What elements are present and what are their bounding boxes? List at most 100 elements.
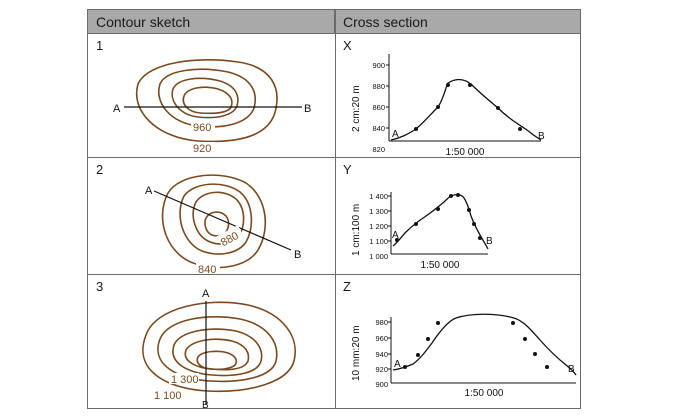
transect-end-label: B	[304, 103, 311, 115]
profile-point	[436, 105, 440, 109]
horizontal-scale: 1:50 000	[465, 388, 504, 399]
y-tick-label: 1 000	[369, 252, 388, 261]
profile-point	[449, 194, 453, 198]
contour-cell-2: 2 A B 880 840	[88, 158, 335, 276]
profile-curve	[390, 78, 542, 141]
y-tick-label: 920	[375, 365, 388, 374]
row-divider-2	[88, 274, 580, 275]
transect-start-label: A	[113, 103, 121, 115]
profile-point	[511, 321, 515, 325]
column-divider	[335, 10, 336, 408]
header-contour-sketch: Contour sketch	[88, 10, 335, 34]
profile-point	[468, 83, 472, 87]
contour-line	[157, 316, 278, 383]
profile-point	[436, 207, 440, 211]
profile-end-label: B	[486, 236, 493, 247]
y-tick-label: 820	[372, 145, 385, 154]
profile-point	[426, 337, 430, 341]
contour-line	[179, 183, 253, 255]
contour-line	[184, 338, 250, 371]
profile-point	[545, 365, 549, 369]
profile-start-label: A	[392, 230, 399, 241]
transect-line	[153, 190, 292, 251]
row-divider-1	[88, 157, 580, 158]
y-tick-label: 900	[372, 61, 385, 70]
cross-section-profile-1: 2 cm:20 m 900 880 860 840 820	[351, 54, 545, 158]
profile-points	[414, 83, 522, 131]
exercise-table: Contour sketch Cross section 1 A B 960 9…	[87, 9, 581, 411]
profile-point	[436, 321, 440, 325]
cross-section-profile-3: 10 mm:20 m 980 960 940 920 900	[351, 313, 577, 399]
cross-section-profile-2: 1 cm:100 m 1 400 1 300 1 200 1 100 1 000	[351, 192, 493, 271]
cross-section-cell-1: X 2 cm:20 m 900 880 860 840 820	[336, 34, 581, 158]
row-letter-x: X	[343, 38, 352, 53]
y-tick-label: 900	[375, 380, 388, 389]
contour-line	[161, 174, 267, 269]
scale-label: 1 cm:100 m	[351, 204, 362, 256]
profile-start-label: A	[392, 129, 399, 140]
profile-curve	[392, 193, 489, 250]
contour-line	[158, 68, 256, 128]
contour-line	[142, 301, 296, 393]
y-tick-label: 1 100	[369, 237, 388, 246]
row-letter-y: Y	[343, 162, 352, 177]
contour-label: 960	[193, 122, 211, 134]
y-tick-label: 860	[372, 103, 385, 112]
y-tick-label: 880	[372, 82, 385, 91]
profile-point	[456, 193, 460, 197]
profile-point	[414, 222, 418, 226]
profile-point	[478, 236, 482, 240]
cross-section-cell-2: Y 1 cm:100 m 1 400 1 300 1 200 1 100 1 0…	[336, 158, 581, 274]
cross-section-cell-3: Z 10 mm:20 m 980 960 940 920 900	[336, 275, 581, 408]
profile-point	[416, 353, 420, 357]
row-number-1: 1	[96, 38, 104, 53]
transect-start-label: A	[145, 185, 153, 197]
horizontal-scale: 1:50 000	[446, 147, 485, 157]
profile-point	[403, 365, 407, 369]
contour-line	[172, 328, 263, 377]
profile-point	[533, 352, 537, 356]
contour-line	[135, 59, 278, 143]
profile-point	[395, 238, 399, 242]
contour-label: 1 100	[154, 390, 182, 402]
contour-cell-3: 3 A B 1 300 1 100	[88, 275, 335, 411]
row-number-2: 2	[96, 162, 104, 177]
profile-point	[472, 222, 476, 226]
contour-cell-1: 1 A B 960 920	[88, 34, 335, 157]
profile-point	[446, 83, 450, 87]
profile-points	[403, 321, 549, 369]
profile-point	[523, 337, 527, 341]
contour-line	[182, 86, 233, 115]
scale-label: 2 cm:20 m	[351, 85, 362, 132]
contour-map-3: A B 1 300 1 100	[142, 288, 296, 411]
contour-line	[171, 77, 239, 119]
y-tick-label: 840	[372, 124, 385, 133]
profile-curve	[392, 313, 577, 376]
contour-label: 920	[193, 143, 211, 155]
header-cross-section: Cross section	[335, 10, 580, 34]
contour-label: 1 300	[171, 374, 199, 386]
profile-point	[518, 127, 522, 131]
contour-label: 840	[198, 264, 216, 274]
contour-map-2: A B 880 840	[145, 174, 301, 276]
y-tick-label: 940	[375, 350, 388, 359]
horizontal-scale: 1:50 000	[421, 260, 460, 271]
transect-start-label: A	[202, 288, 210, 300]
row-number-3: 3	[96, 279, 104, 294]
y-tick-label: 980	[375, 318, 388, 327]
y-tick-label: 960	[375, 334, 388, 343]
scale-label: 10 mm:20 m	[351, 325, 362, 381]
profile-point	[496, 106, 500, 110]
profile-points	[395, 193, 482, 242]
y-tick-label: 1 200	[369, 222, 388, 231]
profile-point	[467, 208, 471, 212]
y-tick-label: 1 400	[369, 192, 388, 201]
transect-end-label: B	[294, 249, 301, 261]
profile-end-label: B	[538, 131, 545, 142]
contour-line	[196, 350, 238, 371]
profile-point	[414, 127, 418, 131]
transect-end-label: B	[202, 400, 209, 408]
profile-start-label: A	[394, 359, 401, 370]
profile-end-label: B	[568, 364, 575, 375]
y-tick-label: 1 300	[369, 207, 388, 216]
